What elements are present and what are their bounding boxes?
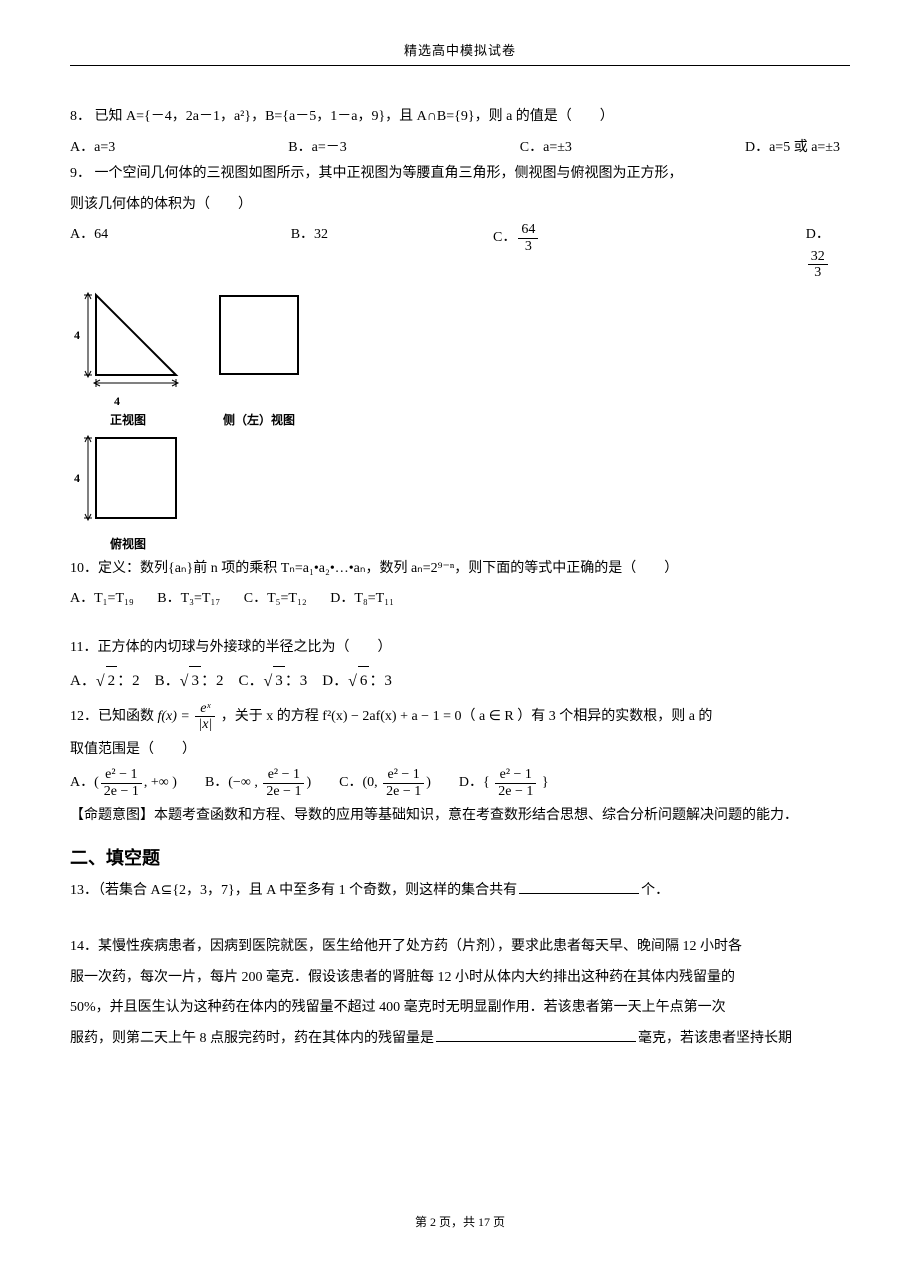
- q9-opt-d: D．323: [806, 222, 850, 280]
- side-view-label: 侧（左）视图: [214, 411, 304, 428]
- q14-line3: 50%，并且医生认为这种药在体内的残留量不超过 400 毫克时无明显副作用．若该…: [70, 995, 850, 1022]
- q11-opt-d: D．√6：3: [322, 673, 392, 689]
- q12-opt-d: D．{ e² − 12e − 1 }: [459, 767, 549, 799]
- top-view-svg: 4: [70, 432, 186, 528]
- q11-options: A．√2：2 B．√3：2 C．√3：3 D．√6：3: [70, 666, 850, 697]
- header-divider: [70, 65, 850, 66]
- q10-opt-b: B．T₃=T₁₇: [157, 591, 220, 606]
- page-footer: 第 2 页，共 17 页: [70, 1213, 850, 1230]
- section2-title: 二、填空题: [70, 844, 850, 870]
- top-dim-y-label: 4: [74, 471, 80, 485]
- q14-line4: 服药，则第二天上午 8 点服完药时，药在其体内的残留量是毫克，若该患者坚持长期: [70, 1026, 850, 1053]
- dim-y-label: 4: [74, 328, 80, 342]
- q9-options: A．64 B．32 C．643 D．323: [70, 222, 850, 280]
- top-view-block: 4 俯视图: [70, 432, 186, 552]
- q8-stem: 8． 已知 A={－4，2a－1，a²}，B={a－5，1－a，9}，且 A∩B…: [70, 104, 850, 131]
- q8-opt-c: C．a=±3: [520, 135, 572, 162]
- q10-opt-d: D．T₈=T₁₁: [330, 591, 394, 606]
- q12-stem-line1: 12．已知函数 f(x) = eˣ|x| ，关于 x 的方程 f²(x) − 2…: [70, 701, 850, 733]
- page-header: 精选高中模拟试卷: [70, 40, 850, 59]
- q13-stem: 13．（若集合 A⊆{2，3，7}，且 A 中至多有 1 个奇数，则这样的集合共…: [70, 878, 850, 905]
- q14-line1: 14．某慢性疾病患者，因病到医院就医，医生给他开了处方药（片剂），要求此患者每天…: [70, 934, 850, 961]
- q12-opt-a: A．(e² − 12e − 1, +∞ ): [70, 767, 177, 799]
- q9-stem-line1: 9． 一个空间几何体的三视图如图所示，其中正视图为等腰直角三角形，侧视图与俯视图…: [70, 161, 850, 188]
- front-view-label: 正视图: [70, 411, 186, 428]
- q9-opt-a: A．64: [70, 222, 291, 280]
- q12-stem-line2: 取值范围是（ ）: [70, 737, 850, 764]
- q13-blank[interactable]: [519, 879, 639, 894]
- q9-figures: 4 4 正视图 侧（左）视图: [70, 289, 850, 552]
- q10-options: A．T₁=T₁₉ B．T₃=T₁₇ C．T₅=T₁₂ D．T₈=T₁₁: [70, 586, 850, 613]
- q8-opt-b: B．a=－3: [288, 135, 346, 162]
- q11-opt-c: C．√3：3: [238, 673, 307, 689]
- q11-opt-b: B．√3：2: [155, 673, 224, 689]
- q11-stem: 11．正方体的内切球与外接球的半径之比为（ ）: [70, 635, 850, 662]
- q14-blank[interactable]: [436, 1027, 636, 1042]
- q10-opt-a: A．T₁=T₁₉: [70, 591, 134, 606]
- q14-line2: 服一次药，每次一片，每片 200 毫克．假设该患者的肾脏每 12 小时从体内大约…: [70, 965, 850, 992]
- q8-opt-a: A．a=3: [70, 135, 115, 162]
- dim-x-label: 4: [114, 394, 120, 409]
- q12-options: A．(e² − 12e − 1, +∞ ) B．(−∞ , e² − 12e −…: [70, 767, 850, 799]
- q12-opt-b: B．(−∞ , e² − 12e − 1): [205, 767, 311, 799]
- side-view-block: 侧（左）视图: [214, 290, 304, 428]
- front-view-svg: 4: [70, 289, 186, 389]
- q9-opt-c: C．643: [493, 222, 806, 280]
- q8-options: A．a=3 B．a=－3 C．a=±3 D．a=5 或 a=±3: [70, 135, 850, 162]
- q9-stem-line2: 则该几何体的体积为（ ）: [70, 192, 850, 219]
- q9-opt-b: B．32: [291, 222, 493, 280]
- q12-note: 【命题意图】本题考查函数和方程、导数的应用等基础知识，意在考查数形结合思想、综合…: [70, 803, 850, 830]
- q12-opt-c: C．(0, e² − 12e − 1): [339, 767, 431, 799]
- front-view-block: 4 4 正视图: [70, 289, 186, 428]
- top-view-label: 俯视图: [70, 535, 186, 552]
- side-view-svg: [214, 290, 304, 390]
- q10-opt-c: C．T₅=T₁₂: [244, 591, 307, 606]
- q8-opt-d: D．a=5 或 a=±3: [745, 135, 840, 162]
- q11-opt-a: A．√2：2: [70, 673, 140, 689]
- q10-stem: 10．定义：数列{aₙ}前 n 项的乘积 Tₙ=a₁•a₂•…•aₙ，数列 aₙ…: [70, 556, 850, 583]
